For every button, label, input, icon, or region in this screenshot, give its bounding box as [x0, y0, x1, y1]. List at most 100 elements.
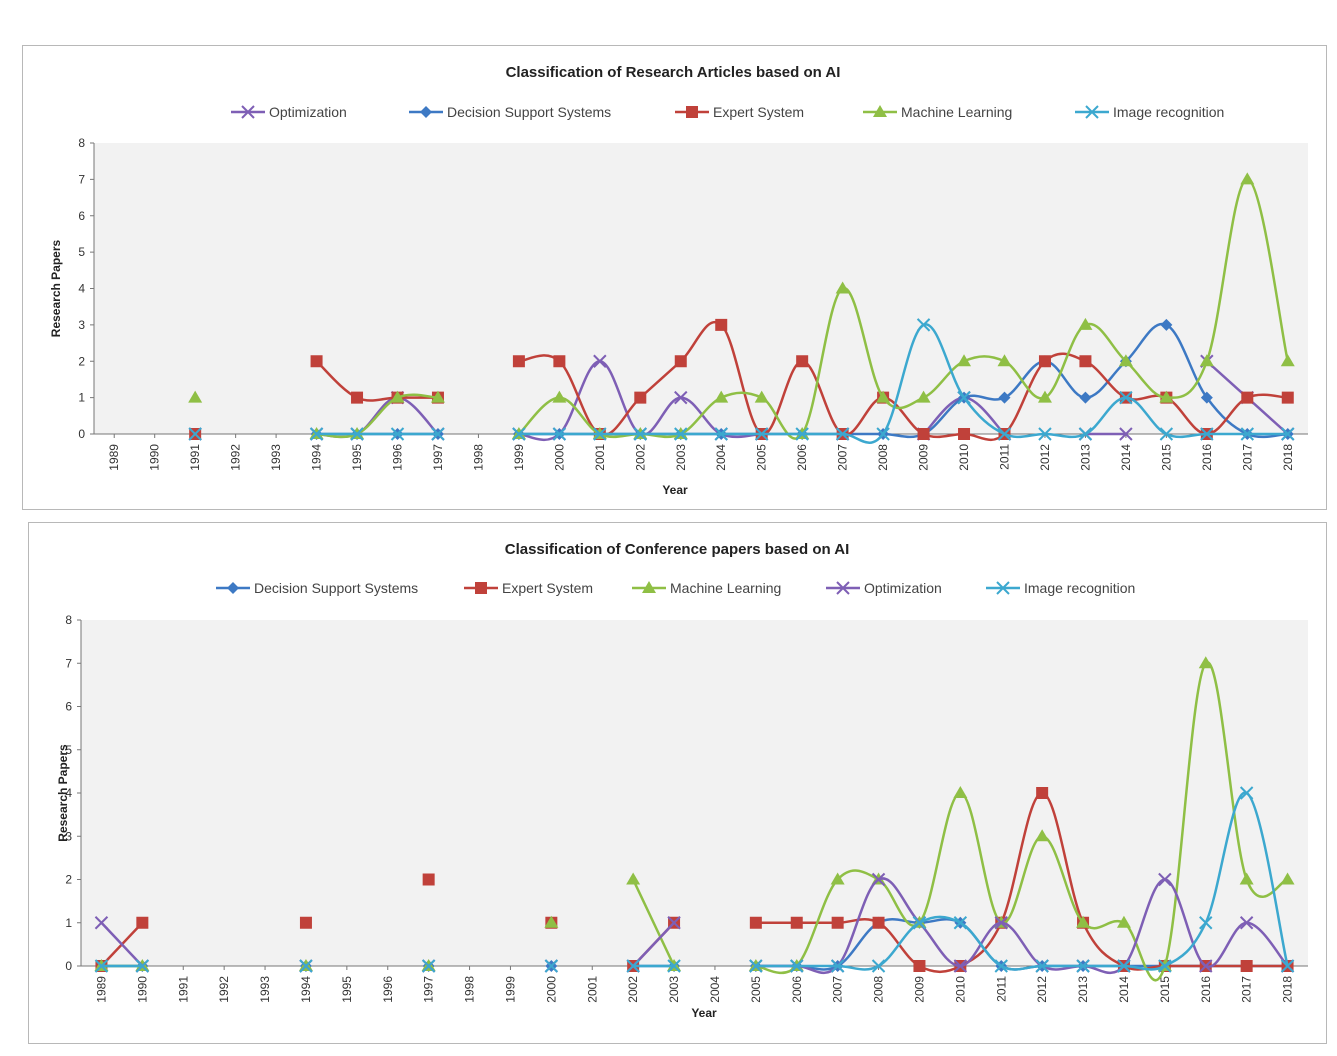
chart1-point-image-recognition-1991	[188, 427, 202, 441]
chart1-point-image-recognition-2003	[674, 427, 688, 441]
chart1-x-tick-label-1997: 1997	[431, 444, 445, 471]
chart1-point-image-recognition-1999	[512, 427, 526, 441]
chart2-x-tick-label-2016: 2016	[1199, 976, 1213, 1003]
chart2-x-tick-label-1992: 1992	[217, 976, 231, 1003]
chart2-point-machine-learning-2000	[544, 915, 559, 928]
chart1-point-expert-system-2013	[1079, 355, 1092, 368]
chart1-point-machine-learning-2011	[997, 354, 1012, 367]
chart2-point-image-recognition-2000	[544, 959, 559, 973]
chart1-legend-label-expert-system: Expert System	[713, 104, 804, 120]
chart1-y-tick-label-2: 2	[78, 354, 85, 368]
chart2-point-optimization-2008	[871, 872, 886, 887]
chart1-y-tick-label-3: 3	[78, 318, 85, 332]
chart2-point-optimization-2010	[953, 959, 968, 973]
chart2-legend-label-image-recognition: Image recognition	[1024, 580, 1135, 596]
chart1-legend-item-optimization: Optimization	[231, 104, 347, 120]
chart2-x-tick-label-1994: 1994	[299, 976, 313, 1003]
chart2-x-tick-label-2015: 2015	[1158, 976, 1172, 1003]
chart2-point-expert-system-2007	[831, 916, 844, 929]
chart1-x-tick-label-2010: 2010	[957, 444, 971, 471]
chart2-point-machine-learning-2013	[1076, 915, 1091, 928]
chart2-legend-item-decision-support-systems: Decision Support Systems	[216, 580, 418, 596]
chart2-point-expert-system-2008	[872, 916, 885, 929]
chart2-point-machine-learning-2017	[1239, 872, 1254, 885]
chart1-series-line-image-recognition-2	[518, 323, 1288, 444]
chart1-point-image-recognition-2000	[552, 427, 567, 441]
chart1-x-tick-label-1991: 1991	[188, 444, 202, 471]
chart2-plot-area	[81, 620, 1308, 966]
chart2-legend-symbol-decision-support-systems-marker	[227, 582, 239, 594]
chart1-point-image-recognition-2010	[957, 390, 971, 405]
chart1-point-optimization-2003	[674, 390, 688, 405]
chart2-legend-symbol-optimization-marker	[836, 581, 850, 595]
chart2-point-machine-learning-2014	[1116, 915, 1131, 928]
chart1-legend-label-decision-support-systems: Decision Support Systems	[447, 104, 611, 120]
chart1-x-tick-label-1994: 1994	[310, 444, 324, 471]
chart1-point-image-recognition-1994	[309, 427, 324, 441]
chart2-series-image-recognition	[94, 786, 1295, 973]
chart1-point-machine-learning-2017	[1240, 172, 1255, 185]
chart1-point-image-recognition-1995	[350, 427, 364, 441]
chart1-x-tick-label-2011: 2011	[998, 444, 1012, 470]
chart1-point-machine-learning-2000	[552, 390, 567, 403]
chart1-point-machine-learning-1991	[188, 390, 203, 403]
chart2-point-machine-learning-2002	[626, 872, 641, 885]
chart1-point-image-recognition-2012	[1038, 427, 1052, 441]
chart1-x-tick-label-2014: 2014	[1119, 444, 1133, 471]
chart1-x-tick-label-1999: 1999	[512, 444, 526, 471]
chart2-point-image-recognition-2009	[912, 916, 927, 930]
chart2-x-tick-label-2011: 2011	[994, 976, 1008, 1002]
chart2-legend-item-expert-system: Expert System	[464, 580, 593, 596]
chart2-x-tick-label-2001: 2001	[585, 976, 599, 1003]
chart1-x-tick-label-2018: 2018	[1281, 444, 1295, 471]
chart1-y-tick-label-8: 8	[78, 136, 85, 150]
chart2-point-image-recognition-2007	[830, 959, 845, 973]
chart1-y-axis-title: Research Papers	[49, 239, 63, 337]
chart1-point-image-recognition-1997	[431, 427, 445, 441]
chart1-point-optimization-2014	[1119, 427, 1133, 441]
chart1-point-image-recognition-2004	[714, 427, 728, 441]
chart1-x-tick-label-2006: 2006	[795, 444, 809, 471]
chart2-x-tick-label-2002: 2002	[626, 976, 640, 1003]
chart2-y-tick-label-4: 4	[65, 786, 72, 800]
chart2-y-tick-label-5: 5	[65, 743, 72, 757]
chart1-x-tick-label-2004: 2004	[714, 444, 728, 471]
chart1-point-expert-system-2010	[958, 428, 971, 440]
chart1-point-optimization-2001	[593, 354, 607, 368]
chart2-point-expert-system-2009	[913, 960, 926, 972]
chart2-legend-label-expert-system: Expert System	[502, 580, 593, 596]
chart2-point-expert-system-2012	[1036, 787, 1049, 799]
chart2-y-tick-label-0: 0	[65, 959, 72, 973]
chart1-point-expert-system-2000	[553, 355, 566, 368]
chart2-point-image-recognition-2003	[667, 959, 681, 973]
conference-papers-chart: Classification of Conference papers base…	[56, 541, 1308, 1020]
chart1-point-expert-system-2004	[715, 318, 728, 331]
chart1-point-expert-system-2003	[674, 355, 687, 368]
chart1-point-machine-learning-2018	[1280, 354, 1295, 367]
chart1-point-decision-support-systems-2011	[998, 391, 1011, 404]
chart1-point-image-recognition-2006	[795, 427, 809, 441]
chart1-point-image-recognition-1996	[390, 427, 405, 441]
chart1-x-tick-label-2012: 2012	[1038, 444, 1052, 471]
chart2-series-line-expert-system-5	[755, 791, 1288, 974]
chart2-x-tick-label-2008: 2008	[872, 976, 886, 1003]
chart1-point-machine-learning-2014	[1118, 354, 1133, 367]
chart2-x-tick-label-1991: 1991	[176, 976, 190, 1003]
chart1-x-tick-label-1995: 1995	[350, 444, 364, 471]
chart1-point-expert-system-2012	[1038, 355, 1051, 368]
chart1-point-decision-support-systems-2013	[1079, 391, 1092, 404]
chart1-y-tick-label-5: 5	[78, 245, 85, 259]
chart2-y-tick-label-6: 6	[65, 700, 72, 714]
chart2-point-optimization-2011	[994, 916, 1008, 930]
chart1-x-tick-label-2016: 2016	[1200, 444, 1214, 471]
chart2-point-machine-learning-2012	[1035, 829, 1050, 842]
chart2-y-axis-title: Research Papers	[56, 744, 70, 842]
chart2-legend-item-machine-learning: Machine Learning	[632, 580, 781, 596]
chart1-point-machine-learning-2015	[1159, 390, 1174, 403]
chart2-point-image-recognition-2010	[953, 916, 968, 930]
chart2-point-expert-system-2005	[749, 916, 762, 929]
chart1-x-tick-label-2007: 2007	[836, 444, 850, 471]
chart2-point-image-recognition-2002	[626, 959, 640, 973]
chart2-point-image-recognition-1989	[94, 959, 109, 973]
chart1-point-machine-learning-2013	[1078, 317, 1093, 330]
